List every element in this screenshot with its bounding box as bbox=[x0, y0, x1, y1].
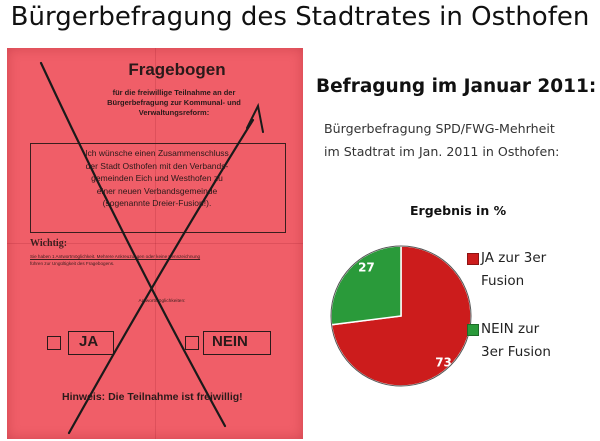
pie-outline bbox=[330, 245, 472, 387]
ballot-note-line: Sie haben 1 Antwortmöglichkeit. Mehrere … bbox=[30, 254, 201, 259]
ballot-paper: Fragebogen für die freiwillige Teilnahme… bbox=[7, 48, 303, 439]
ballot-cross-mark bbox=[39, 61, 264, 435]
ballot-answer-label: Antwortmöglichkeiten: bbox=[138, 299, 186, 304]
legend-swatch-ja bbox=[467, 253, 479, 265]
ja-checkbox bbox=[47, 336, 61, 350]
survey-subtitle-line: Bürgerbefragung SPD/FWG-Mehrheit bbox=[324, 121, 555, 136]
ballot-hinweis: Hinweis: Die Teilnahme ist freiwillig! bbox=[62, 391, 243, 403]
nein-checkbox bbox=[185, 336, 199, 350]
ja-frame bbox=[68, 331, 114, 355]
ballot-title: Fragebogen bbox=[128, 60, 226, 79]
ja-option-label: JA bbox=[79, 333, 99, 350]
ballot-note: Sie haben 1 Antwortmöglichkeit. Mehrere … bbox=[30, 253, 290, 267]
fold-line bbox=[155, 48, 156, 439]
legend-label-line: NEIN zur bbox=[481, 321, 540, 337]
data-label-nein: 27 bbox=[358, 260, 375, 274]
cross-stroke bbox=[39, 61, 227, 428]
ballot-statement: Ich wünsche einen Zusammenschluss der St… bbox=[37, 147, 277, 210]
fold-line bbox=[7, 243, 303, 244]
ballot-statement-line: Ich wünsche einen Zusammenschluss bbox=[85, 148, 229, 158]
data-label-ja: 73 bbox=[435, 356, 452, 370]
chart-title: Ergebnis in % bbox=[410, 203, 507, 218]
cross-stroke bbox=[67, 118, 255, 435]
nein-option-label: NEIN bbox=[212, 333, 248, 350]
survey-headline: Befragung im Januar 2011: bbox=[316, 76, 597, 97]
ballot-statement-line: gemeinden Eich und Westhofen zu bbox=[91, 173, 223, 183]
page-title: Bürgerbefragung des Stadtrates in Osthof… bbox=[10, 2, 590, 32]
ballot-intro-line: für die freiwillige Teilnahme an der bbox=[112, 88, 236, 97]
legend-item-nein: NEIN zur 3er Fusion bbox=[467, 318, 591, 364]
ballot-statement-line: einer neuen Verbandsgemeinde bbox=[96, 185, 218, 196]
ballot-note-line: führen zur Ungültigkeit des Fragebogens. bbox=[30, 261, 115, 266]
legend-label-line: 3er Fusion bbox=[481, 344, 551, 360]
pie-chart: 73 27 bbox=[330, 245, 472, 387]
ballot-intro-line: Bürgerbefragung zur Kommunal- und bbox=[107, 98, 241, 107]
legend-swatch-nein bbox=[467, 324, 479, 336]
ballot-intro-line: Verwaltungsreform: bbox=[138, 108, 210, 117]
ballot-intro: für die freiwillige Teilnahme an der Bür… bbox=[59, 88, 289, 118]
legend-item-ja: JA zur 3er Fusion bbox=[467, 247, 591, 293]
survey-subtitle-line: im Stadtrat im Jan. 2011 in Osthofen: bbox=[324, 144, 560, 159]
nein-frame bbox=[203, 331, 271, 355]
legend-label-line: Fusion bbox=[481, 273, 525, 289]
ballot-statement-line: der Stadt Osthofen mit den Verbands- bbox=[85, 160, 229, 171]
legend-label-line: JA zur 3er bbox=[481, 250, 547, 266]
ballot-statement-line: (sogenannte Dreier-Fusion!). bbox=[102, 198, 212, 208]
survey-subtitle: Bürgerbefragung SPD/FWG-Mehrheit im Stad… bbox=[324, 117, 594, 163]
pie-slice-nein bbox=[330, 245, 402, 326]
ballot-wichtig: Wichtig: bbox=[30, 238, 68, 249]
ballot-statement-box bbox=[30, 143, 286, 233]
cross-stroke bbox=[246, 102, 264, 133]
